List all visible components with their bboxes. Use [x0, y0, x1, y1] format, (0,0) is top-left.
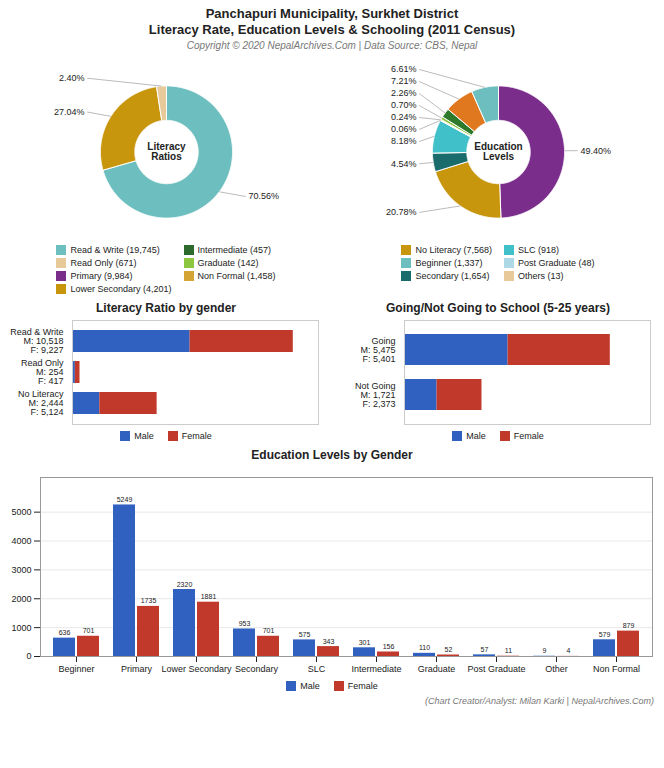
svg-text:8.18%: 8.18% [391, 136, 417, 146]
svg-text:EducationLevels: EducationLevels [474, 141, 522, 162]
html-text:Copyright © 2020 NepalArchives: Copyright © 2020 NepalArchives.Com | Dat… [186, 40, 478, 51]
svg-text:20.78%: 20.78% [386, 207, 417, 217]
svg-text:0.06%: 0.06% [391, 124, 417, 134]
svg-text:575: 575 [299, 631, 311, 638]
svg-text:Read & WriteM: 10,518F: 9,227: Read & WriteM: 10,518F: 9,227 [10, 327, 63, 355]
svg-text:110: 110 [419, 644, 430, 651]
svg-text:2320: 2320 [177, 581, 193, 588]
svg-text:0.70%: 0.70% [391, 100, 417, 110]
svg-text:Intermediate: Intermediate [351, 664, 401, 674]
svg-text:2.40%: 2.40% [59, 73, 85, 83]
html-text:Primary (9,984): Primary (9,984) [70, 271, 133, 281]
svg-text:52: 52 [445, 646, 453, 653]
svg-text:953: 953 [239, 620, 251, 627]
html-text:Literacy Ratio by gender: Literacy Ratio by gender [96, 301, 236, 315]
svg-text:1881: 1881 [201, 593, 217, 600]
svg-text:701: 701 [263, 627, 275, 634]
svg-text:6.61%: 6.61% [391, 64, 417, 74]
svg-text:1735: 1735 [141, 597, 157, 604]
svg-text:Post Graduate: Post Graduate [467, 664, 525, 674]
html-text:Female: Female [181, 431, 212, 441]
html-text:Going/Not Going to School (5-2: Going/Not Going to School (5-25 years) [386, 301, 610, 315]
svg-text:Beginner: Beginner [58, 664, 94, 674]
html-text:Male: Male [466, 431, 486, 441]
html-text:SLC (918): SLC (918) [518, 245, 559, 255]
svg-text:2000: 2000 [11, 594, 31, 604]
svg-text:3000: 3000 [11, 565, 31, 575]
html-text:Intermediate (457): Intermediate (457) [197, 245, 272, 255]
svg-text:5000: 5000 [11, 507, 31, 517]
svg-text:Lower Secondary: Lower Secondary [161, 664, 232, 674]
html-text:Female: Female [513, 431, 544, 441]
html-text:Male: Male [134, 431, 154, 441]
svg-text:GoingM: 5,475F: 5,401: GoingM: 5,475F: 5,401 [360, 336, 395, 364]
html-text:Secondary (1,654): Secondary (1,654) [415, 271, 490, 281]
svg-text:701: 701 [83, 627, 95, 634]
html-text:Panchapuri Municipality, Surkh: Panchapuri Municipality, Surkhet Distric… [205, 6, 459, 21]
svg-text:57: 57 [481, 646, 489, 653]
svg-text:4: 4 [567, 647, 571, 654]
html-text:Literacy Rate, Education Level: Literacy Rate, Education Levels & School… [148, 22, 516, 37]
svg-text:4000: 4000 [11, 536, 31, 546]
svg-text:5249: 5249 [117, 496, 133, 503]
html-text:Beginner (1,337): Beginner (1,337) [415, 258, 483, 268]
svg-text:Primary: Primary [121, 664, 152, 674]
svg-text:7.21%: 7.21% [391, 76, 417, 86]
html-text:Lower Secondary (4,201): Lower Secondary (4,201) [70, 284, 172, 294]
svg-text:579: 579 [599, 631, 611, 638]
html-text:(Chart Creator/Analyst: Milan: (Chart Creator/Analyst: Milan Karki | Ne… [425, 696, 654, 706]
svg-text:LiteracyRatios: LiteracyRatios [147, 141, 186, 162]
svg-text:343: 343 [323, 638, 335, 645]
svg-text:SLC: SLC [308, 664, 326, 674]
svg-text:Read OnlyM: 254F: 417: Read OnlyM: 254F: 417 [21, 358, 64, 386]
svg-text:0: 0 [26, 651, 31, 661]
svg-text:11: 11 [505, 647, 512, 654]
html-text:Graduate (142): Graduate (142) [197, 258, 259, 268]
html-text:No Literacy (7,568): No Literacy (7,568) [415, 245, 492, 255]
svg-text:4.54%: 4.54% [391, 159, 417, 169]
svg-text:0.24%: 0.24% [391, 112, 417, 122]
svg-text:Non Formal: Non Formal [593, 664, 640, 674]
svg-text:1000: 1000 [11, 623, 31, 633]
svg-text:No LiteracyM: 2,444F: 5,124: No LiteracyM: 2,444F: 5,124 [18, 389, 64, 417]
html-text:Read Only (671): Read Only (671) [70, 258, 137, 268]
html-text:Non Formal (1,458): Non Formal (1,458) [197, 271, 276, 281]
svg-text:Not GoingM: 1,721F: 2,373: Not GoingM: 1,721F: 2,373 [355, 381, 396, 409]
html-text:Education Levels by Gender: Education Levels by Gender [251, 448, 413, 462]
svg-text:70.56%: 70.56% [248, 191, 279, 201]
svg-text:27.04%: 27.04% [54, 107, 85, 117]
html-text:Male: Male [300, 681, 320, 691]
svg-text:2.26%: 2.26% [391, 88, 417, 98]
svg-text:Graduate: Graduate [418, 664, 456, 674]
html-text:Others (13): Others (13) [518, 271, 564, 281]
html-text:Post Graduate (48): Post Graduate (48) [518, 258, 595, 268]
svg-text:636: 636 [59, 629, 71, 636]
svg-text:301: 301 [359, 639, 371, 646]
svg-text:9: 9 [543, 647, 547, 654]
svg-text:Other: Other [545, 664, 568, 674]
svg-text:156: 156 [383, 643, 395, 650]
html-text:Female: Female [347, 681, 378, 691]
svg-text:49.40%: 49.40% [580, 146, 611, 156]
html-text:Read & Write (19,745): Read & Write (19,745) [70, 245, 160, 255]
svg-text:879: 879 [623, 622, 635, 629]
svg-text:Secondary: Secondary [235, 664, 279, 674]
